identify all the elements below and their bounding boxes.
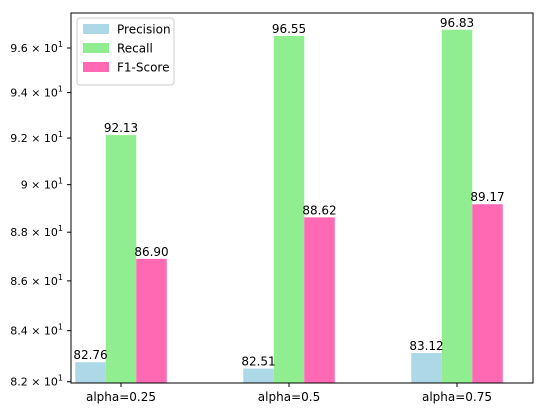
plot-frame	[70, 12, 534, 384]
y-tick-label: 9.4 × 101	[10, 85, 63, 100]
data-label-recall-2: 96.83	[440, 16, 474, 30]
axes-layer: 8.2 × 101 8.4 × 101 8.6 × 101 8.8 × 101 9 × …	[10, 12, 534, 404]
y-tick-label: 9 × 101	[21, 177, 63, 192]
y-tick-label: 8.4 × 101	[10, 323, 63, 338]
y-tick-label: 9.2 × 101	[10, 130, 63, 145]
data-label-recall-1: 96.55	[272, 22, 306, 36]
bars-layer	[75, 29, 503, 384]
y-tick-label: 8.6 × 101	[10, 273, 63, 288]
y-tick-label: 8.8 × 101	[10, 224, 63, 239]
legend: Precision Recall F1-Score	[76, 17, 175, 86]
x-tick-label: alpha=0.5	[258, 390, 320, 404]
data-label-f1-score-1: 88.62	[302, 203, 336, 217]
bar-recall-2	[441, 29, 473, 384]
data-label-f1-score-2: 89.17	[470, 190, 504, 204]
bar-recall-1	[273, 35, 305, 384]
legend-swatch-precision	[83, 24, 109, 34]
legend-swatch-f1-score	[83, 62, 109, 72]
bar-precision-2	[411, 352, 442, 383]
y-tick-label: 9.6 × 101	[10, 40, 63, 55]
data-label-precision-1: 82.51	[241, 355, 275, 369]
legend-label-precision: Precision	[117, 23, 171, 37]
bar-precision-0	[75, 362, 106, 383]
data-label-f1-score-0: 86.90	[134, 245, 168, 259]
y-tick-label: 8.2 × 101	[10, 374, 63, 389]
legend-swatch-recall	[83, 43, 109, 53]
data-label-recall-0: 92.13	[104, 121, 138, 135]
legend-label-recall: Recall	[117, 42, 153, 56]
legend-label-f1-score: F1-Score	[117, 61, 169, 75]
data-label-precision-0: 82.76	[73, 348, 107, 362]
x-tick-label: alpha=0.25	[86, 390, 156, 404]
data-label-precision-2: 83.12	[409, 339, 443, 353]
data-labels-layer: 82.76 82.51 83.12 92.13 96.55 96.83 86.90 88.62…	[73, 16, 504, 369]
bar-f1-score-0	[136, 258, 167, 383]
bar-f1-score-1	[304, 217, 335, 383]
bar-precision-1	[243, 368, 274, 383]
bar-recall-0	[105, 135, 137, 383]
x-tick-label: alpha=0.75	[422, 390, 492, 404]
bar-f1-score-2	[472, 204, 503, 383]
